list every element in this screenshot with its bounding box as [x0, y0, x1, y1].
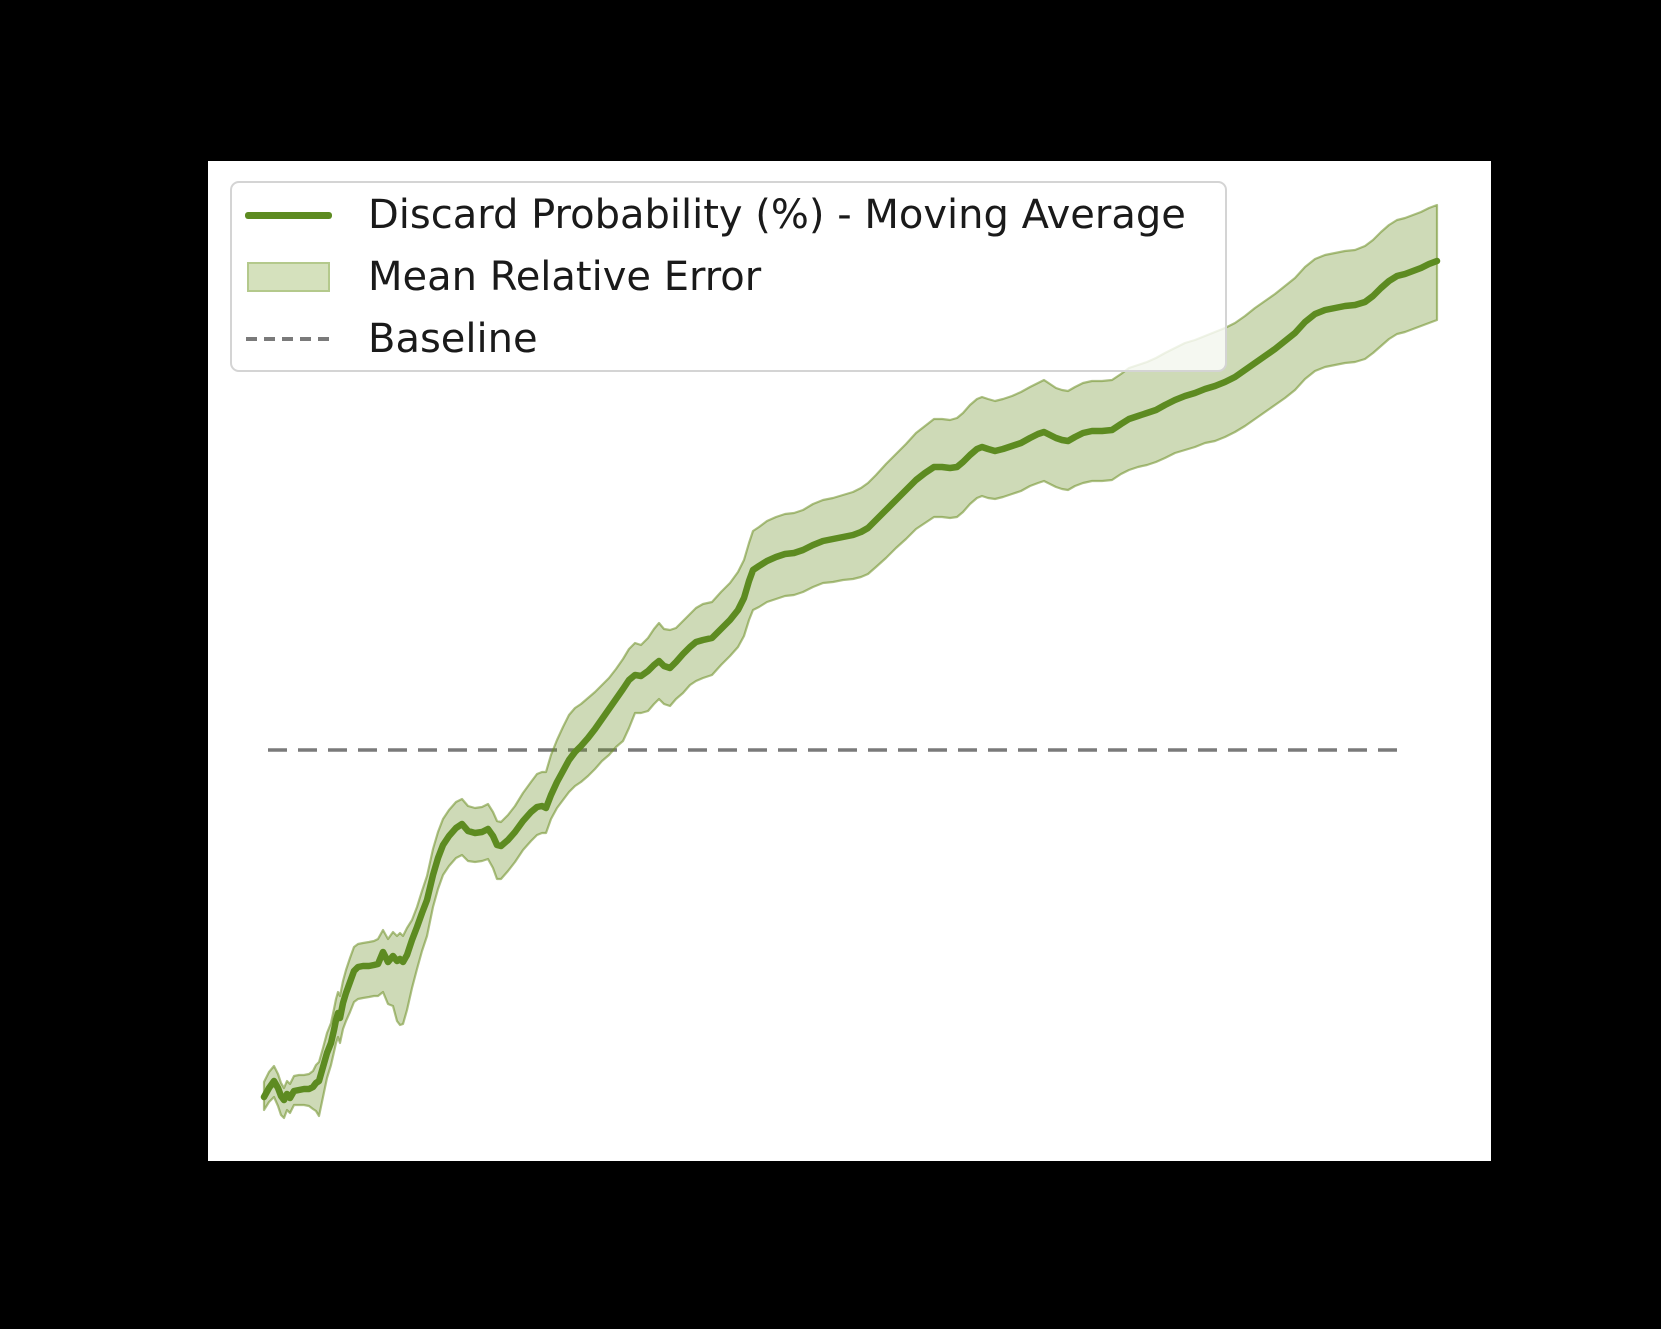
- legend-label-mean-relative-error: Mean Relative Error: [368, 254, 762, 300]
- legend-handle: [245, 211, 332, 219]
- band-swatch-icon: [247, 262, 330, 292]
- legend-handle: [245, 262, 332, 292]
- legend-label-baseline: Baseline: [368, 316, 538, 362]
- legend-item-baseline: Baseline: [245, 308, 1225, 370]
- dashed-line-swatch-icon: [246, 337, 331, 341]
- legend-item-mean-relative-error: Mean Relative Error: [245, 246, 1225, 308]
- legend-item-moving-average: Discard Probability (%) - Moving Average: [245, 184, 1225, 246]
- legend-label-moving-average: Discard Probability (%) - Moving Average: [368, 192, 1186, 238]
- legend: Discard Probability (%) - Moving Average…: [230, 181, 1227, 372]
- legend-handle: [245, 337, 332, 341]
- line-swatch-icon: [245, 211, 332, 219]
